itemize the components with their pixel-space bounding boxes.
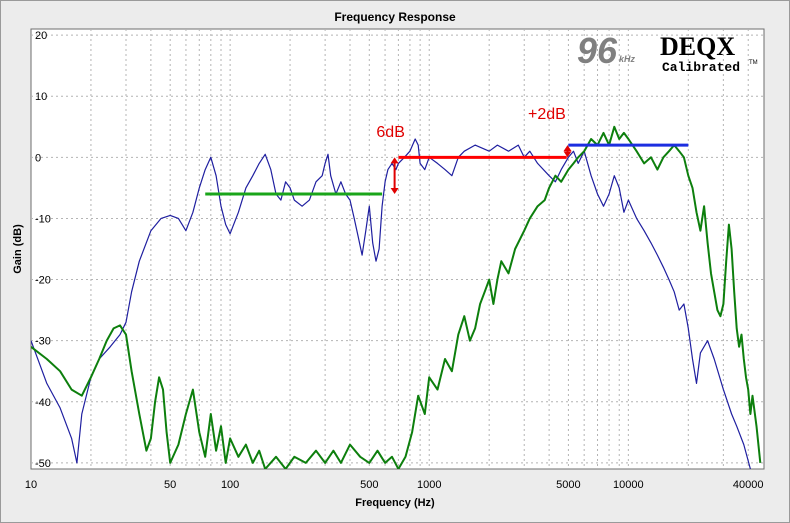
annotation-label-1: 6dB	[376, 124, 404, 141]
x-tick-label: 100	[221, 479, 239, 491]
arrow-head-up	[390, 157, 399, 164]
arrow-head-down	[390, 188, 399, 194]
arrow-head-down	[563, 151, 572, 158]
deqx-logo: 96 kHz DEQX Calibrated TM	[577, 30, 758, 75]
y-tick-label: 10	[35, 91, 47, 103]
logo-rate: 96	[577, 30, 618, 71]
series-line-1	[31, 138, 751, 469]
x-tick-label: 500	[360, 479, 378, 491]
x-tick-label: 1000	[417, 479, 441, 491]
y-tick-label: -10	[35, 213, 51, 225]
logo-unit: kHz	[619, 54, 636, 64]
y-tick-label: 0	[35, 152, 41, 164]
series-layer	[31, 125, 762, 469]
annotation-label-2: +2dB	[528, 106, 566, 123]
logo-tm: TM	[749, 60, 758, 66]
y-tick-label: 20	[35, 30, 47, 42]
level-lines	[205, 143, 689, 196]
annotations: 6dB +2dB	[376, 106, 572, 194]
grid	[31, 29, 764, 469]
x-tick-label: 10000	[613, 479, 644, 491]
x-tick-label: 50	[164, 479, 176, 491]
y-axis-title: Gain (dB)	[12, 224, 24, 274]
y-tick-label: -50	[35, 458, 51, 470]
series-line-2	[31, 125, 762, 469]
y-tick-label: -20	[35, 275, 51, 287]
x-axis-title: Frequency (Hz)	[355, 497, 435, 509]
x-tick-label: 40000	[733, 479, 764, 491]
arrow-head-up	[563, 145, 572, 152]
x-tick-label: 5000	[556, 479, 580, 491]
x-tick-label: 10	[25, 479, 37, 491]
logo-brand: DEQX	[660, 32, 735, 61]
y-tick-label: -40	[35, 397, 51, 409]
chart-title: Frequency Response	[334, 10, 456, 24]
y-tick-label: -30	[35, 336, 51, 348]
logo-badge: Calibrated	[662, 60, 740, 75]
plot-area	[30, 28, 765, 470]
